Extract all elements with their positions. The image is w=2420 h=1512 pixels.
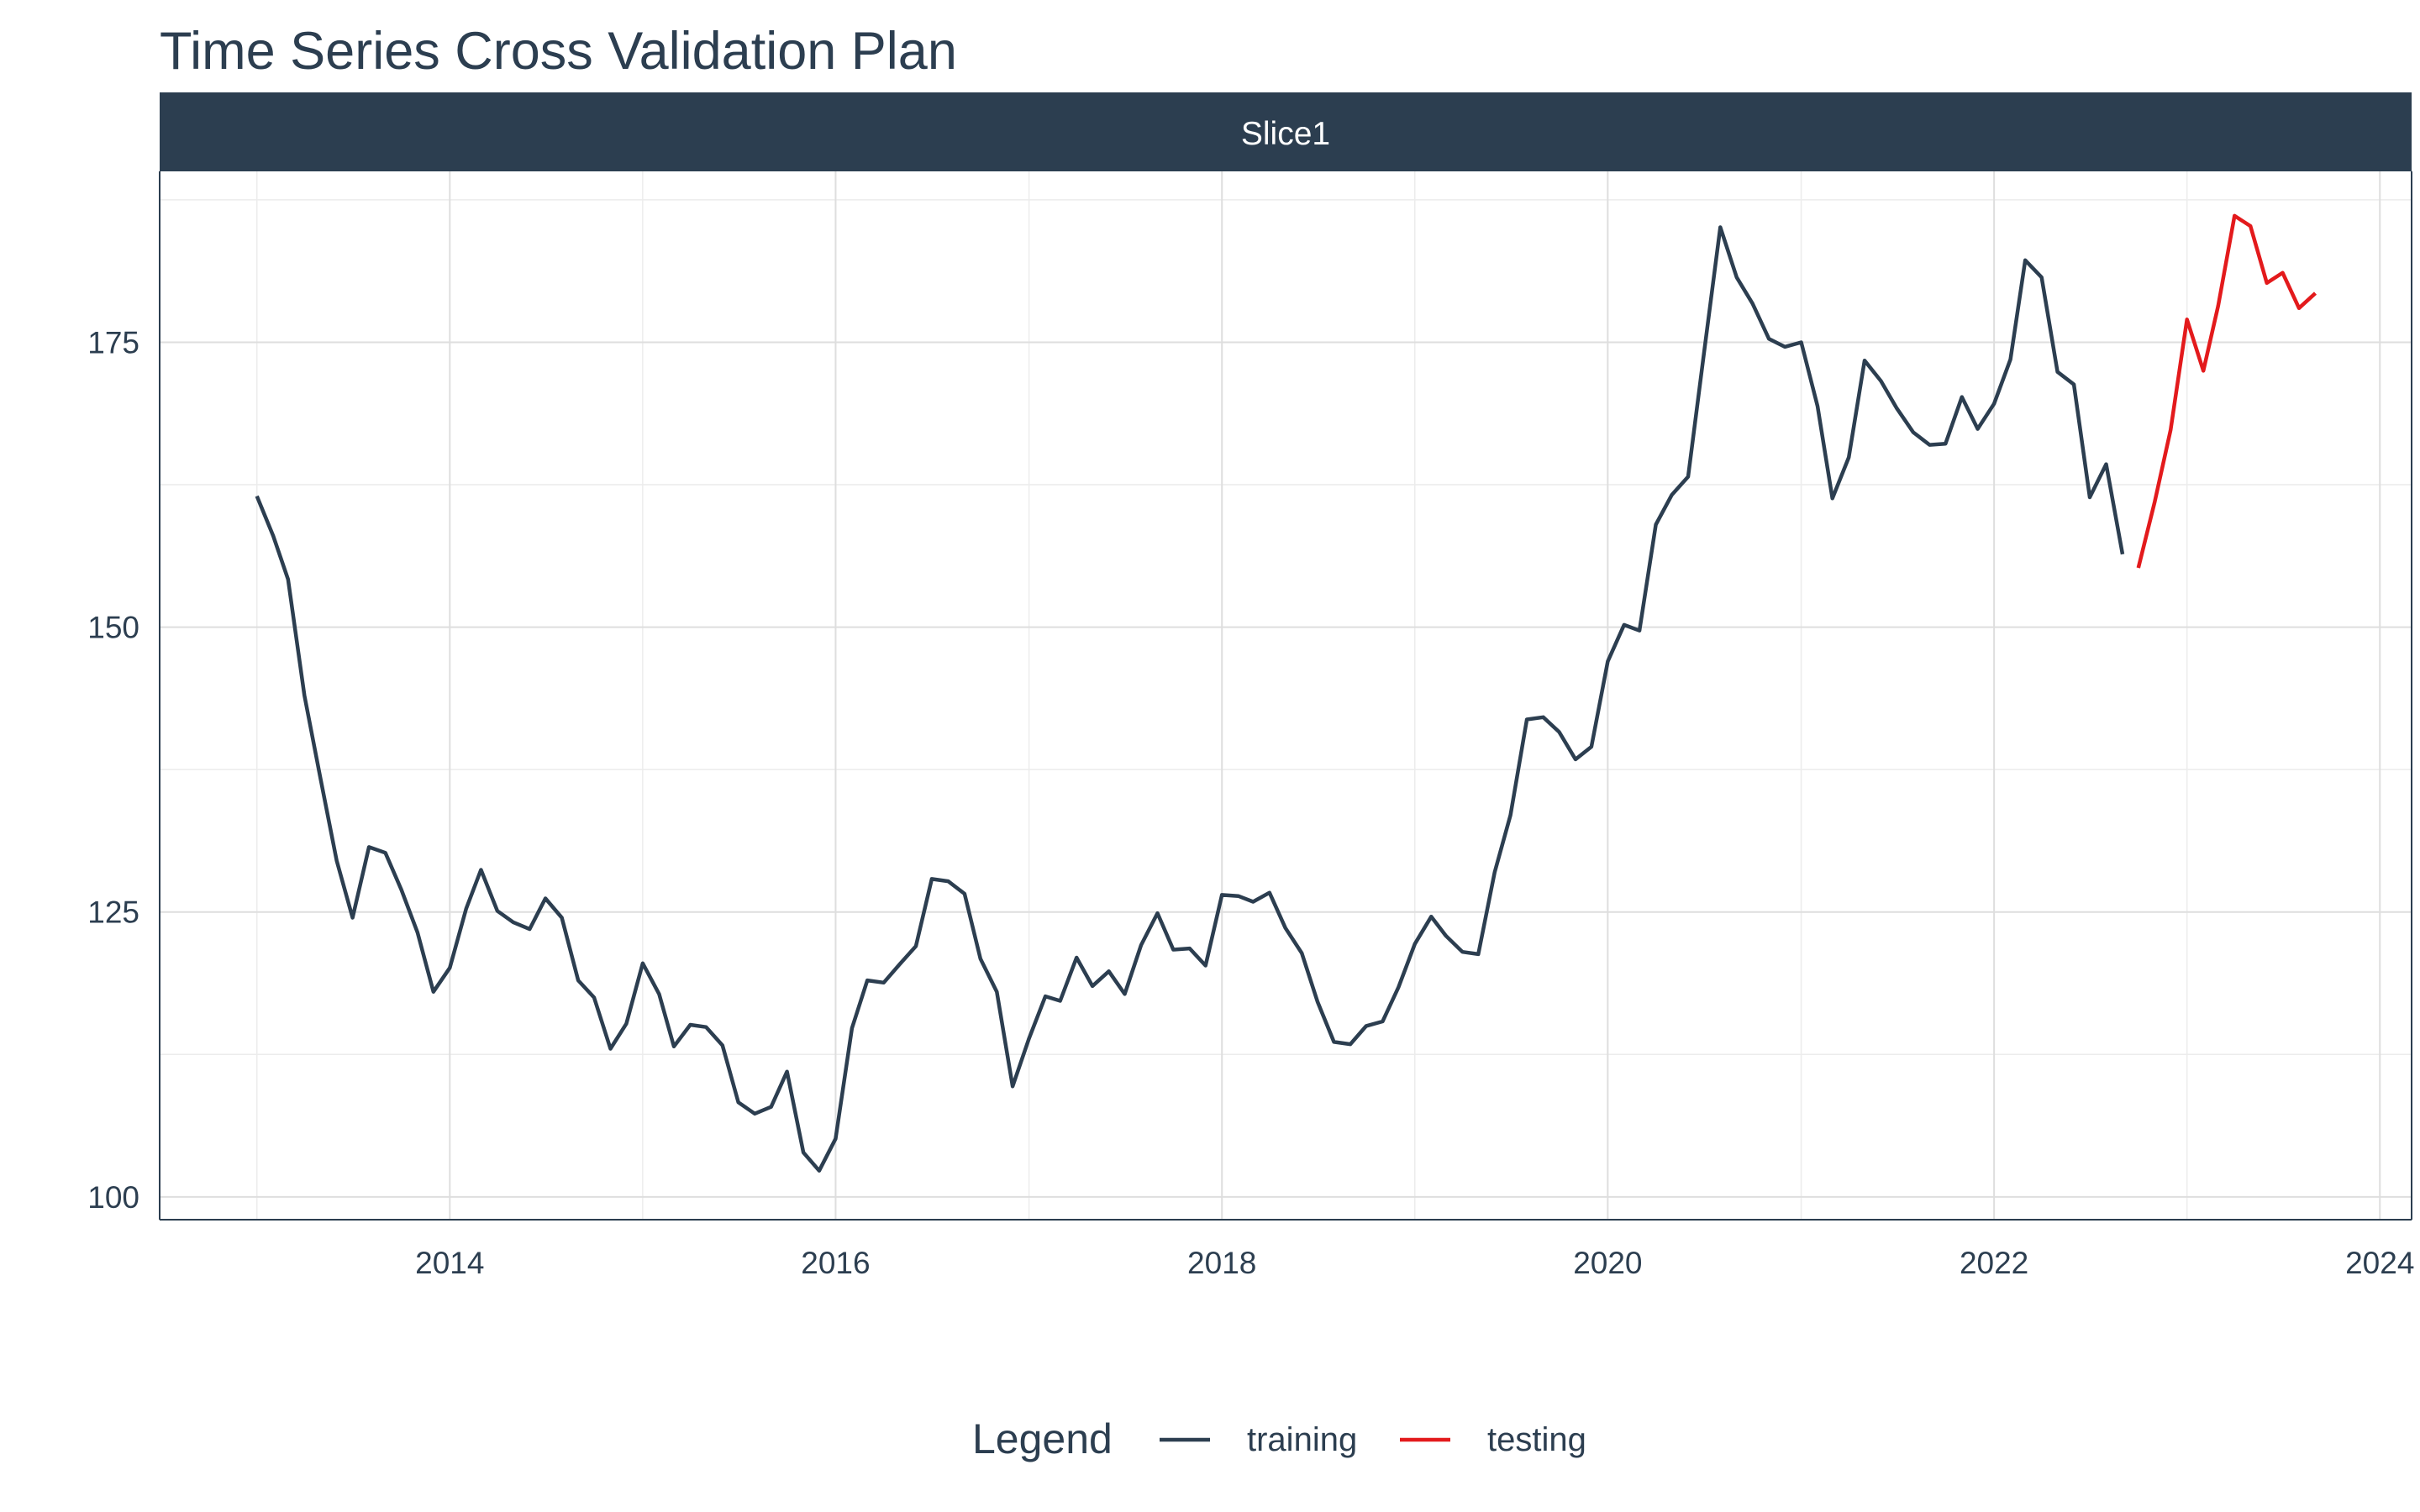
facet-strip: Slice1 [160, 92, 2412, 171]
x-tick-label: 2022 [1960, 1246, 2028, 1280]
x-tick-label: 2014 [415, 1246, 484, 1280]
series-line-testing [2136, 213, 2317, 569]
y-tick-label: 150 [87, 611, 139, 645]
y-tick-label: 125 [87, 895, 139, 930]
grid-lines [160, 171, 2412, 1220]
y-tick-label: 100 [87, 1180, 139, 1215]
series-lines [255, 213, 2317, 1173]
chart-title: Time Series Cross Validation Plan [160, 22, 957, 81]
x-tick-label: 2018 [1187, 1246, 1256, 1280]
legend-label-testing: testing [1487, 1421, 1586, 1458]
facet-strip-label: Slice1 [1241, 116, 1330, 152]
legend: Legend training testing [972, 1415, 1586, 1462]
legend-title: Legend [972, 1415, 1113, 1462]
x-tick-label: 2016 [801, 1246, 870, 1280]
legend-label-training: training [1247, 1421, 1357, 1458]
y-tick-label: 175 [87, 325, 139, 360]
x-tick-label: 2020 [1573, 1246, 1642, 1280]
series-line-training [255, 225, 2125, 1173]
axes [159, 171, 2412, 1221]
facet-strip-background [160, 92, 2412, 171]
y-axis-tick-labels: 100 125 150 175 [87, 325, 139, 1214]
x-tick-label: 2024 [2345, 1246, 2414, 1280]
x-axis-tick-labels: 2014 2016 2018 2020 2022 2024 [415, 1246, 2414, 1280]
